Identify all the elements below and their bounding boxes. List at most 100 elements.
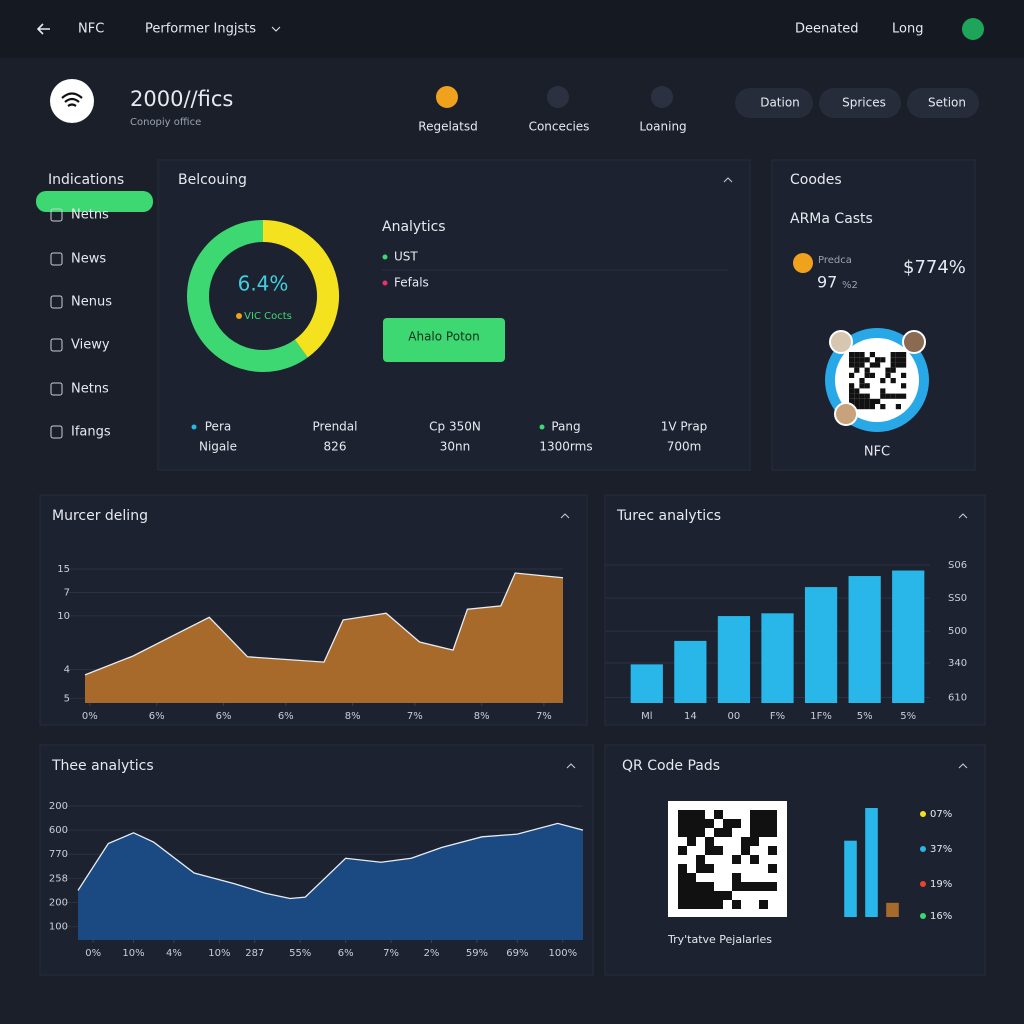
stat-value: 826 — [324, 440, 347, 454]
qr-module — [750, 855, 759, 864]
y-tick-label: 770 — [49, 849, 68, 860]
button-label[interactable]: Sprices — [842, 96, 886, 110]
metric-big: $774% — [903, 257, 966, 278]
qr-module — [696, 819, 705, 828]
donut-value: 6.4% — [238, 272, 289, 296]
qr-module — [880, 388, 886, 394]
legend-label: Fefals — [394, 276, 429, 290]
button-label[interactable]: Setion — [928, 96, 966, 110]
collapse-icon[interactable] — [958, 763, 968, 769]
qr-module — [696, 864, 705, 873]
x-tick-label: 59% — [466, 948, 488, 959]
bar — [886, 902, 899, 917]
y-tick-label: 258 — [49, 873, 68, 884]
panel-title: Turec analytics — [616, 508, 721, 524]
top-link[interactable]: Deenated — [795, 22, 859, 37]
y-tick-label: 600 — [49, 825, 68, 836]
action-button[interactable] — [383, 318, 505, 362]
panel-title: Thee analytics — [51, 758, 154, 774]
menu-item[interactable]: News — [71, 252, 106, 267]
chevron[interactable] — [271, 26, 281, 32]
legend-dot — [920, 811, 926, 817]
x-tick-label: 10% — [122, 948, 144, 959]
qr-module — [849, 393, 855, 399]
qr-module — [750, 882, 759, 891]
qr-label: NFC — [864, 445, 890, 460]
nav-label[interactable]: Concecies — [529, 120, 590, 134]
qr-module — [723, 891, 732, 900]
stat-value: 1300rms — [539, 440, 592, 454]
button-label[interactable]: Dation — [760, 96, 800, 110]
qr-module — [687, 819, 696, 828]
qr-module — [714, 828, 723, 837]
collapse-icon[interactable] — [723, 177, 733, 183]
panel-subtitle: ARMa Casts — [790, 211, 873, 227]
button[interactable] — [907, 88, 979, 118]
nav-label[interactable]: Regelatsd — [418, 120, 477, 134]
stat-value: 30nn — [440, 440, 470, 454]
x-tick-label: 55% — [289, 948, 311, 959]
qr-module — [901, 362, 907, 368]
qr-module — [854, 388, 860, 394]
qr-module — [890, 357, 896, 363]
qr-module — [849, 372, 855, 378]
collapse-icon[interactable] — [958, 513, 968, 519]
qr-module — [901, 383, 907, 389]
menu-title[interactable]: Performer Ingjsts — [145, 22, 256, 37]
qr-module — [732, 819, 741, 828]
action-label[interactable]: Ahalo Poton — [408, 330, 479, 344]
bar — [674, 640, 707, 703]
nav-icon[interactable] — [547, 86, 569, 108]
x-tick-label: 1F% — [810, 711, 832, 722]
qr-module — [687, 837, 696, 846]
dot — [236, 313, 242, 319]
qr-module — [759, 819, 768, 828]
qr-module — [869, 352, 875, 358]
avatar[interactable] — [962, 18, 984, 40]
qr-module — [890, 378, 896, 384]
top-link[interactable]: Long — [892, 22, 923, 37]
button[interactable] — [819, 88, 901, 118]
qr-module — [854, 367, 860, 373]
y-tick-label: 5 — [64, 693, 70, 704]
menu-icon — [50, 208, 63, 222]
collapse-icon[interactable] — [560, 513, 570, 519]
active-pill[interactable] — [36, 191, 153, 212]
x-tick-label: 7% — [407, 711, 423, 722]
area-line — [84, 572, 564, 676]
menu-item[interactable]: Netns — [71, 382, 109, 397]
area — [78, 823, 583, 940]
back-icon[interactable] — [36, 23, 50, 35]
qr-module — [864, 367, 870, 373]
menu-item[interactable]: Nenus — [71, 295, 112, 310]
avatar — [902, 330, 926, 354]
qr-module — [687, 828, 696, 837]
qr-module — [859, 393, 865, 399]
menu-item[interactable]: Viewy — [71, 338, 110, 353]
collapse-icon[interactable] — [566, 763, 576, 769]
qr-code — [849, 352, 907, 410]
x-tick-label: 2% — [424, 948, 440, 959]
nav-label[interactable]: Loaning — [639, 120, 686, 134]
qr-module — [678, 873, 687, 882]
nav-icon[interactable] — [436, 86, 458, 108]
qr-module — [759, 810, 768, 819]
qr-module — [696, 882, 705, 891]
button[interactable] — [735, 88, 813, 118]
qr-module — [768, 882, 777, 891]
qr-module — [875, 357, 881, 363]
menu-item[interactable]: Ifangs — [71, 425, 111, 440]
qr-module — [678, 810, 687, 819]
qr-module — [750, 819, 759, 828]
x-tick-label: 7% — [383, 948, 399, 959]
qr-module — [696, 900, 705, 909]
y-tick-label: SS0 — [948, 593, 967, 604]
donut-segment — [187, 220, 308, 372]
qr-module — [687, 873, 696, 882]
x-tick-label: F% — [770, 711, 785, 722]
nav-icon[interactable] — [651, 86, 673, 108]
qr-module — [880, 378, 886, 384]
menu-item[interactable]: Netns — [71, 208, 109, 223]
qr-module — [759, 882, 768, 891]
avatar — [834, 402, 858, 426]
